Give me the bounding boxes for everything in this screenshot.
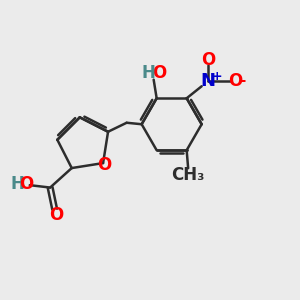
Text: O: O: [97, 157, 111, 175]
Text: -: -: [239, 74, 246, 88]
Text: O: O: [152, 64, 166, 82]
Text: CH₃: CH₃: [172, 166, 205, 184]
Text: O: O: [19, 175, 33, 193]
Text: O: O: [228, 72, 242, 90]
Text: O: O: [49, 206, 64, 224]
Text: +: +: [211, 70, 222, 83]
Text: O: O: [201, 51, 215, 69]
Text: H: H: [141, 64, 155, 82]
Text: N: N: [201, 72, 216, 90]
Text: H: H: [10, 175, 24, 193]
